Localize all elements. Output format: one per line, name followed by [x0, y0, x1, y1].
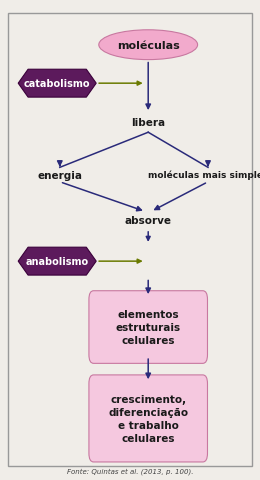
Text: catabolismo: catabolismo	[24, 79, 90, 89]
Text: libera: libera	[131, 118, 165, 127]
Text: crescimento,
diferenciação
e trabalho
celulares: crescimento, diferenciação e trabalho ce…	[108, 394, 188, 444]
Ellipse shape	[99, 31, 198, 60]
Text: energia: energia	[37, 170, 82, 180]
Text: Fonte: Quintas et al. (2013, p. 100).: Fonte: Quintas et al. (2013, p. 100).	[67, 468, 193, 474]
FancyBboxPatch shape	[89, 291, 207, 364]
Text: anabolismo: anabolismo	[26, 257, 89, 266]
Text: elementos
estruturais
celulares: elementos estruturais celulares	[116, 309, 181, 346]
FancyBboxPatch shape	[89, 375, 207, 462]
Text: moléculas: moléculas	[117, 41, 180, 50]
Polygon shape	[18, 248, 96, 276]
Polygon shape	[18, 70, 96, 98]
Text: absorve: absorve	[125, 216, 172, 226]
Text: moléculas mais simples: moléculas mais simples	[148, 170, 260, 180]
